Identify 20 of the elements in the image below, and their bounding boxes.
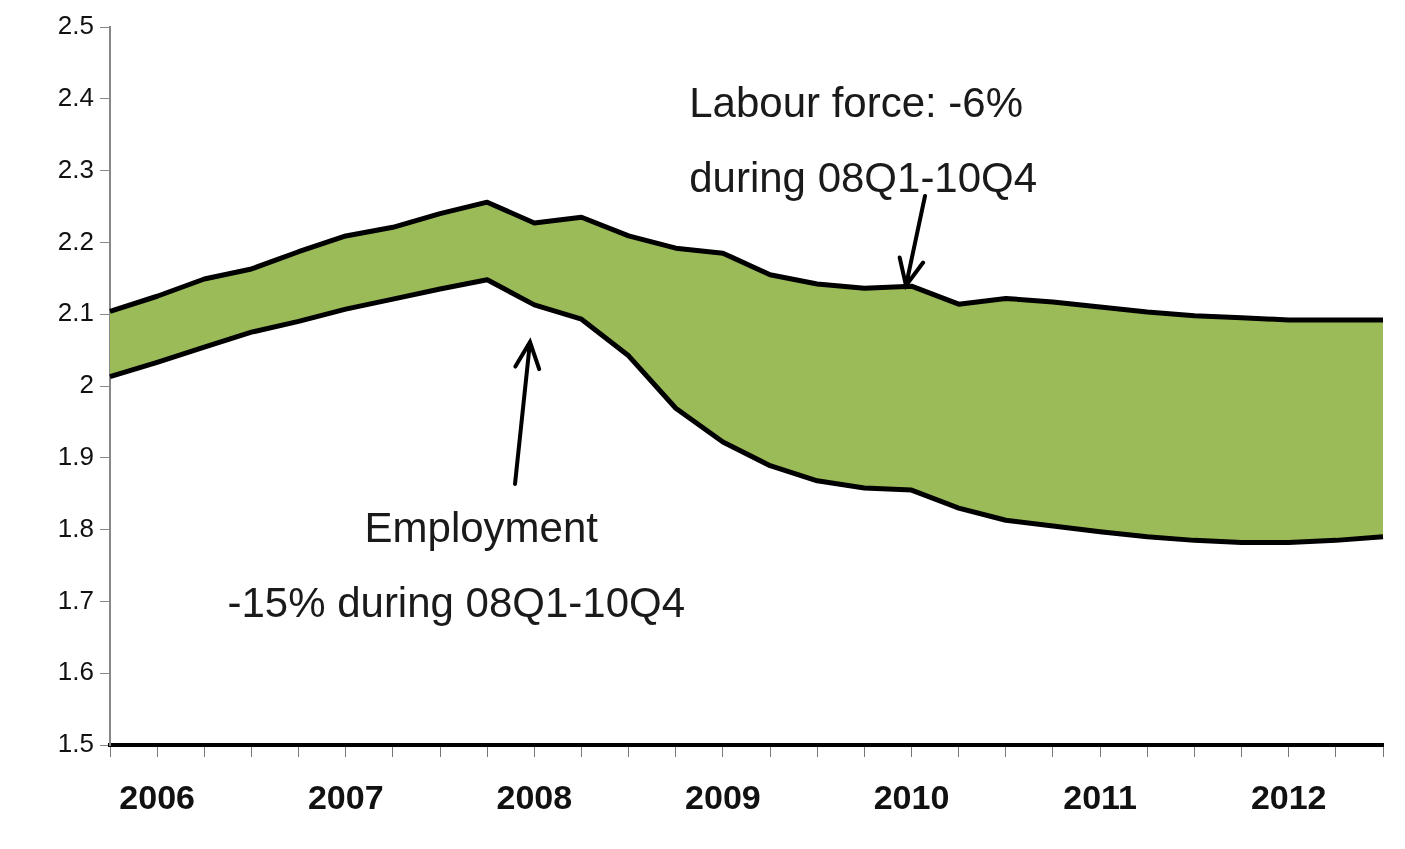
y-tick-label: 1.6 (57, 656, 94, 687)
y-tick-label: 1.7 (57, 584, 94, 615)
y-tick-label: 2 (79, 369, 94, 400)
y-tick-label: 1.5 (57, 728, 94, 759)
y-tick-label: 1.8 (57, 512, 94, 543)
y-tick-label: 2.1 (57, 297, 94, 328)
x-tick-label: 2008 (496, 777, 573, 816)
y-tick-label: 2.2 (57, 225, 94, 256)
y-tick-label: 1.9 (57, 440, 94, 471)
y-tick-label: 2.5 (57, 10, 94, 41)
x-tick-label: 2009 (685, 777, 761, 816)
annotation: Labour force: -6% during 08Q1-10Q4 (689, 78, 1038, 201)
annotation: Employment -15% during 08Q1-10Q4 (227, 503, 686, 626)
x-tick-label: 2011 (1063, 777, 1137, 816)
x-tick-label: 2010 (873, 777, 950, 816)
y-tick-label: 2.3 (57, 153, 94, 184)
x-tick-label: 2006 (119, 777, 195, 816)
x-tick-label: 2012 (1250, 777, 1327, 816)
x-tick-label: 2007 (307, 777, 384, 816)
y-tick-label: 2.4 (57, 81, 94, 112)
